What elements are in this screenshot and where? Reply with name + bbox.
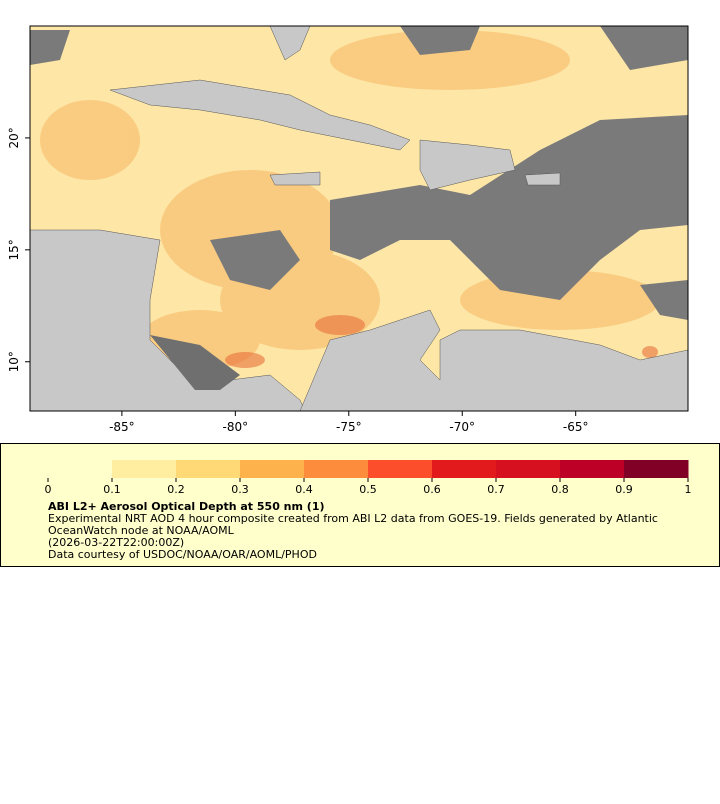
colorbar-tick-label: 0.2 [167,483,185,496]
lake [150,335,240,390]
colorbar-swatch [176,460,241,478]
x-tick-label: -70° [449,420,475,434]
legend-title: ABI L2+ Aerosol Optical Depth at 550 nm … [48,500,325,513]
x-tick-label: -65° [563,420,589,434]
x-tick-label: -85° [109,420,135,434]
colorbar-tick-label: 0.8 [551,483,569,496]
colorbar-tick-label: 0.6 [423,483,441,496]
colorbar-tick-label: 0.1 [103,483,121,496]
land [29,25,689,412]
map-frame [29,25,689,412]
cloud-mask [30,26,688,320]
colorbar-swatch [496,460,561,478]
colorbar: 0 0.1 0.2 0.3 0.4 0.5 0.6 0.7 0.8 0.9 1 [45,460,692,496]
colorbar-swatch [112,460,177,478]
colorbar-tick-label: 0 [45,483,52,496]
legend-line: (2026-03-22T22:00:00Z) [48,536,184,549]
colorbar-tick-label: 0.7 [487,483,505,496]
legend-line: Experimental NRT AOD 4 hour composite cr… [48,512,658,525]
colorbar-swatch [48,460,113,478]
axes: -85° -80° -75° -70° -65° 10° 15° 20° [7,127,588,434]
colorbar-swatch [304,460,369,478]
colorbar-swatch [240,460,305,478]
y-tick-label: 10° [7,351,21,372]
legend-line: OceanWatch node at NOAA/AOML [48,524,235,537]
colorbar-swatch [432,460,497,478]
colorbar-swatch [560,460,625,478]
y-tick-label: 15° [7,239,21,260]
colorbar-swatch [624,460,689,478]
x-tick-label: -80° [223,420,249,434]
colorbar-tick-label: 0.9 [615,483,633,496]
colorbar-tick-label: 0.5 [359,483,377,496]
x-tick-label: -75° [336,420,362,434]
colorbar-tick-label: 0.3 [231,483,249,496]
aerosol-high [225,315,658,368]
colorbar-tick-label: 1 [685,483,692,496]
map [29,25,689,412]
legend-text: Experimental NRT AOD 4 hour composite cr… [48,512,658,561]
legend-line: Data courtesy of USDOC/NOAA/OAR/AOML/PHO… [48,548,317,561]
colorbar-tick-label: 0.4 [295,483,313,496]
colorbar-swatch [368,460,433,478]
y-tick-label: 20° [7,127,21,148]
